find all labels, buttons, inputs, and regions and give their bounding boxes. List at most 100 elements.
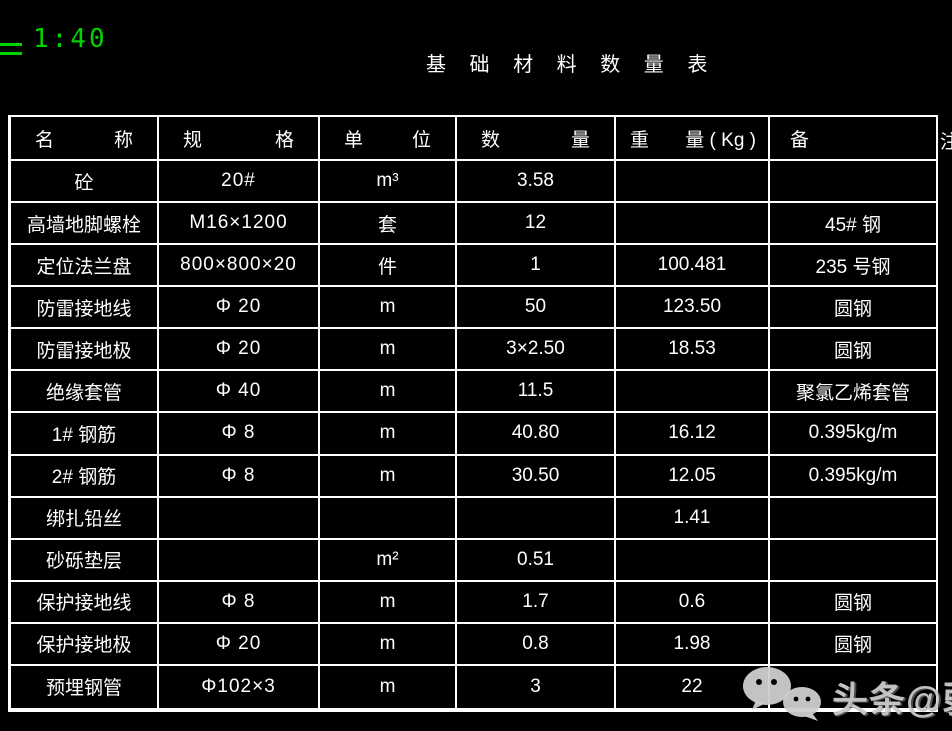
cell-spec: 20# (159, 161, 320, 204)
cell-weight (616, 161, 770, 204)
cell-unit: m (320, 455, 457, 498)
watermark-text: 头条@弱电 (832, 678, 952, 720)
cell-unit: m² (320, 539, 457, 582)
header-label: 格 (274, 129, 294, 151)
cell-spec: Φ 20 (159, 287, 320, 330)
cell-weight (616, 371, 770, 414)
materials-table: 名称 规格 单位 数量 重量 ( Kg ) 备 砼 20# m³ 3.58 高墙… (8, 115, 938, 712)
cell-spec: Φ 8 (159, 413, 320, 456)
cell-material-name: 1# 钢筋 (11, 413, 159, 456)
cell-note: 圆钢 (770, 624, 936, 666)
cell-weight (616, 203, 770, 246)
cell-spec: M16×1200 (159, 203, 320, 246)
cell-weight: 100.481 (616, 245, 770, 288)
cell-note: 圆钢 (770, 287, 936, 330)
cell-spec (159, 497, 320, 540)
cell-spec: Φ 8 (159, 581, 320, 624)
cell-note: 0.395kg/m (770, 413, 936, 456)
cell-quantity: 0.8 (457, 623, 616, 666)
header-label: 规 (183, 129, 203, 151)
cell-material-name: 绑扎铅丝 (11, 497, 159, 540)
col-header-note-clipped: 注 (940, 132, 952, 153)
cell-weight: 12.05 (616, 455, 770, 498)
cell-note: 聚氯乙烯套管 (770, 371, 936, 414)
cell-material-name: 高墙地脚螺栓 (11, 203, 159, 246)
cell-quantity: 1 (457, 245, 616, 288)
col-header-name: 名称 (11, 117, 159, 161)
header-label: 重 (630, 129, 650, 151)
cell-note (770, 161, 936, 204)
header-label: 备 (790, 129, 810, 151)
header-label: 称 (113, 129, 133, 151)
cell-note (770, 498, 936, 540)
scale-mark-line (0, 43, 22, 46)
col-header-unit: 单位 (320, 117, 457, 161)
col-header-weight: 重 量 ( Kg ) (616, 117, 770, 161)
cell-quantity: 1.7 (457, 581, 616, 624)
cell-quantity: 3.58 (457, 161, 616, 204)
cell-quantity: 3×2.50 (457, 329, 616, 372)
cell-unit: m (320, 581, 457, 624)
watermark: 头条@弱电 (742, 666, 952, 727)
cell-weight: 1.41 (616, 497, 770, 540)
cell-material-name: 2# 钢筋 (11, 455, 159, 498)
cell-quantity: 12 (457, 203, 616, 246)
col-header-qty: 数量 (457, 117, 616, 161)
cell-quantity: 30.50 (457, 455, 616, 498)
cell-note: 235 号钢 (770, 245, 936, 288)
cell-weight: 123.50 (616, 287, 770, 330)
cell-spec: Φ 8 (159, 455, 320, 498)
cell-unit: m (320, 623, 457, 666)
scale-mark-line (0, 52, 22, 55)
cell-unit: m (320, 413, 457, 456)
header-label: 数 (481, 129, 501, 151)
cell-weight: 0.6 (616, 581, 770, 624)
cell-unit: m (320, 287, 457, 330)
cell-material-name: 保护接地极 (11, 623, 159, 666)
cell-quantity: 40.80 (457, 413, 616, 456)
header-label: 单 (344, 129, 364, 151)
cell-unit: 件 (320, 245, 457, 288)
cell-material-name: 定位法兰盘 (11, 245, 159, 288)
scale-indicator: 1:40 (33, 24, 108, 54)
cell-weight (616, 539, 770, 582)
cell-unit: m³ (320, 161, 457, 204)
cell-weight: 1.98 (616, 623, 770, 666)
cell-quantity (457, 497, 616, 540)
cell-unit: m (320, 329, 457, 372)
cell-note (770, 540, 936, 582)
cell-material-name: 绝缘套管 (11, 371, 159, 414)
cell-spec: Φ102×3 (159, 665, 320, 708)
cell-unit: m (320, 371, 457, 414)
cell-quantity: 11.5 (457, 371, 616, 414)
header-label: 量 ( Kg ) (685, 129, 756, 151)
header-label: 名 (35, 129, 55, 151)
cell-note: 圆钢 (770, 582, 936, 624)
cell-material-name: 预埋钢管 (11, 665, 159, 708)
cell-material-name: 保护接地线 (11, 581, 159, 624)
cell-material-name: 砼 (11, 161, 159, 204)
cell-spec (159, 539, 320, 582)
cell-quantity: 3 (457, 665, 616, 708)
cell-note: 45# 钢 (770, 203, 936, 246)
page-title: 基 础 材 料 数 量 表 (426, 54, 717, 76)
header-label: 位 (411, 129, 431, 151)
cell-spec: Φ 40 (159, 371, 320, 414)
cell-spec: 800×800×20 (159, 245, 320, 288)
cell-material-name: 防雷接地极 (11, 329, 159, 372)
cell-spec: Φ 20 (159, 329, 320, 372)
cell-weight: 18.53 (616, 329, 770, 372)
col-header-spec: 规格 (159, 117, 320, 161)
cell-spec: Φ 20 (159, 623, 320, 666)
cell-material-name: 防雷接地线 (11, 287, 159, 330)
cell-note: 0.395kg/m (770, 456, 936, 498)
cell-unit: m (320, 665, 457, 708)
cell-quantity: 0.51 (457, 539, 616, 582)
cell-material-name: 砂砾垫层 (11, 539, 159, 582)
cell-unit: 套 (320, 203, 457, 246)
cell-note: 圆钢 (770, 329, 936, 372)
cell-unit (320, 497, 457, 540)
cell-weight: 16.12 (616, 413, 770, 456)
header-label: 量 (570, 129, 590, 151)
